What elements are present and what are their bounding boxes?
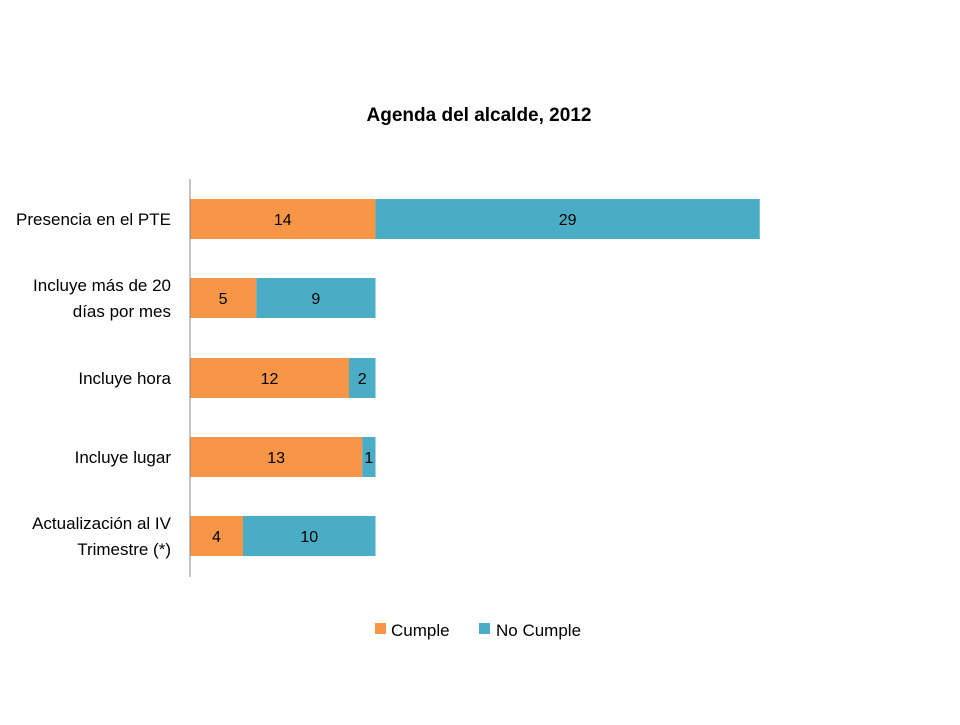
bar-segment-cumple xyxy=(190,199,376,239)
category-label: Incluye más de 20 xyxy=(33,276,171,295)
legend-label: Cumple xyxy=(391,621,450,640)
category-label: Incluye hora xyxy=(78,369,171,388)
bar-segment-cumple xyxy=(190,358,349,398)
bar-segment-no-cumple xyxy=(362,437,376,477)
data-label: 2 xyxy=(358,371,367,388)
bar-segment-no-cumple xyxy=(375,199,760,239)
category-label: Incluye lugar xyxy=(75,448,172,467)
category-labels: Presencia en el PTE Incluye más de 20 días… xyxy=(16,210,172,559)
category-label: Presencia en el PTE xyxy=(16,210,171,229)
bar-segment-no-cumple xyxy=(256,278,376,318)
data-label: 14 xyxy=(274,212,292,229)
data-label: 12 xyxy=(261,371,279,388)
data-label: 9 xyxy=(311,291,320,308)
data-label: 4 xyxy=(212,529,221,546)
bar-segment-no-cumple xyxy=(243,516,376,556)
legend-swatch xyxy=(479,623,490,634)
bar-segment-cumple xyxy=(190,437,363,477)
bars-layer: 14 295 912 213 14 10 xyxy=(190,199,760,556)
bar-segment-cumple xyxy=(190,516,243,556)
category-label: Trimestre (*) xyxy=(77,540,171,559)
data-label: 13 xyxy=(267,450,285,467)
bar-segment-cumple xyxy=(190,278,257,318)
data-label: 5 xyxy=(219,291,228,308)
legend-label: No Cumple xyxy=(496,621,581,640)
legend-swatch xyxy=(375,623,386,634)
category-label: días por mes xyxy=(73,302,171,321)
chart-title: Agenda del alcalde, 2012 xyxy=(367,105,592,126)
data-label: 1 xyxy=(364,450,373,467)
category-label: Actualización al IV xyxy=(32,514,172,533)
data-label: 10 xyxy=(300,529,318,546)
legend: Cumple No Cumple xyxy=(375,621,581,640)
data-label: 29 xyxy=(559,212,577,229)
bar-segment-no-cumple xyxy=(349,358,376,398)
